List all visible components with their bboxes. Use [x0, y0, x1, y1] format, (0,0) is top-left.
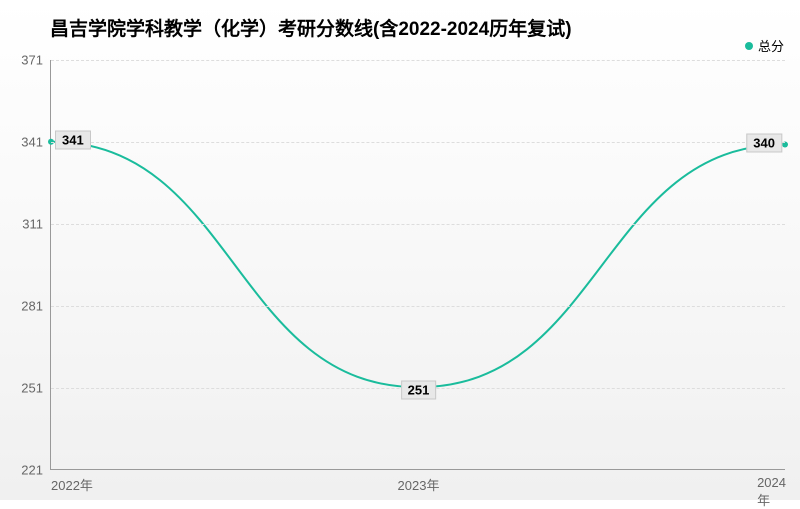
gridline — [51, 306, 785, 307]
x-tick-label: 2024年 — [757, 475, 786, 509]
y-tick-label: 341 — [21, 135, 43, 150]
legend: 总分 — [745, 36, 784, 55]
gridline — [51, 142, 785, 143]
y-tick-label: 281 — [21, 299, 43, 314]
gridline — [51, 60, 785, 61]
line-path — [51, 60, 785, 469]
data-point-label: 251 — [401, 381, 437, 400]
x-tick-label: 2022年 — [51, 475, 93, 494]
x-tick-label: 2023年 — [398, 475, 440, 494]
chart-container: 昌吉学院学科教学（化学）考研分数线(含2022-2024历年复试) 总分 221… — [0, 0, 800, 500]
data-point-label: 341 — [55, 131, 91, 150]
legend-dot-icon — [745, 42, 753, 50]
y-tick-label: 221 — [21, 463, 43, 478]
y-tick-label: 371 — [21, 53, 43, 68]
chart-title: 昌吉学院学科教学（化学）考研分数线(含2022-2024历年复试) — [50, 14, 572, 41]
gridline — [51, 224, 785, 225]
y-tick-label: 251 — [21, 381, 43, 396]
legend-label: 总分 — [758, 36, 784, 55]
plot-area: 2212512813113413712022年2023年2024年3412513… — [50, 60, 785, 470]
y-tick-label: 311 — [22, 217, 43, 232]
data-point-label: 340 — [746, 133, 782, 152]
